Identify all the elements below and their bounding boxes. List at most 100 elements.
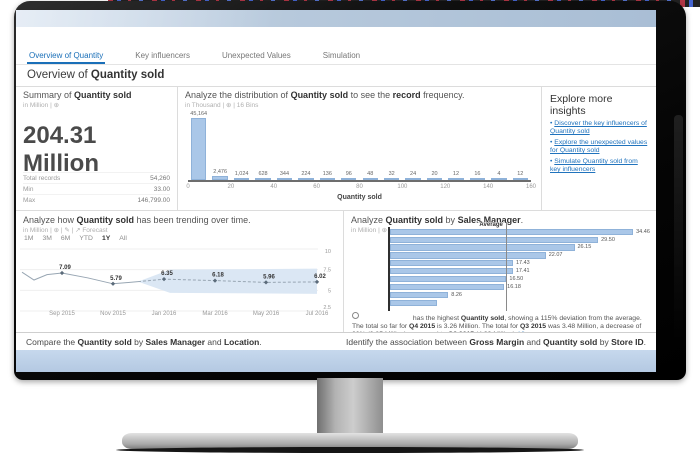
trend-x-tick: Jan 2016 <box>151 311 177 317</box>
range-button-6m[interactable]: 6M <box>60 235 71 242</box>
manager-bar[interactable] <box>390 252 546 259</box>
histogram-bar[interactable] <box>233 178 250 180</box>
association-section-title: Identify the association between Gross M… <box>346 337 647 347</box>
range-button-1y[interactable]: 1Y <box>101 235 111 242</box>
histogram-bar[interactable] <box>341 178 357 180</box>
histogram-bar[interactable] <box>191 118 207 180</box>
sales-manager-panel: Analyze Quantity sold by Sales Manager. … <box>344 211 656 338</box>
trend-x-tick: Jul 2016 <box>305 311 329 317</box>
trend-toolbar[interactable]: in Million | ⊕ | ✎ | ↗ Forecast <box>23 227 108 234</box>
range-button-ytd[interactable]: YTD <box>79 235 93 242</box>
app-header-band <box>16 10 656 27</box>
manager-bar-row <box>390 299 644 306</box>
histogram-bin[interactable]: 224 <box>295 111 316 180</box>
histogram-bin[interactable]: 344 <box>274 111 295 180</box>
histogram-bar[interactable] <box>491 178 507 180</box>
manager-bar[interactable] <box>390 299 437 306</box>
insight-link[interactable]: Discover the key influencers of Quantity… <box>550 120 647 136</box>
histogram-bin[interactable]: 628 <box>252 111 273 180</box>
histogram-bin[interactable]: 4 <box>488 111 509 180</box>
monitor-stand-base <box>122 433 578 449</box>
x-tick-label: 60 <box>313 184 320 190</box>
manager-bar[interactable] <box>390 275 507 283</box>
stat-label: Total records <box>23 174 61 182</box>
histogram-bin[interactable]: 32 <box>381 111 402 180</box>
manager-bar-value: 29.50 <box>601 236 615 243</box>
histogram-bin[interactable]: 45,164 <box>188 111 209 180</box>
histogram-bin[interactable]: 96 <box>338 111 359 180</box>
manager-bar[interactable] <box>390 228 634 235</box>
manager-bar[interactable] <box>390 244 575 251</box>
bin-value-label: 344 <box>279 171 290 177</box>
x-tick-label: 120 <box>440 184 451 190</box>
histogram-bin[interactable]: 16 <box>467 111 488 180</box>
tab-unexpected-values[interactable]: Unexpected Values <box>221 51 291 60</box>
insight-link-item: • Simulate Quantity sold from key influe… <box>550 157 638 174</box>
histogram-bin[interactable]: 136 <box>317 111 338 180</box>
sales-manager-title: Analyze Quantity sold by Sales Manager. <box>351 215 524 225</box>
manager-bar-row: 16.50 <box>390 275 644 283</box>
histogram-bin[interactable]: 20 <box>424 111 445 180</box>
histogram-bin[interactable]: 48 <box>360 111 381 180</box>
sales-manager-toolbar[interactable]: in Million | ⊕ <box>351 227 388 234</box>
summary-toolbar[interactable]: in Million | ⊕ <box>23 102 60 109</box>
manager-bar-value: 16.50 <box>509 275 524 282</box>
histogram-bar[interactable] <box>426 178 443 180</box>
manager-bar-value: 17.41 <box>515 268 530 275</box>
x-tick-label: 140 <box>483 184 494 190</box>
range-button-1m[interactable]: 1M <box>24 235 34 242</box>
histogram-bar[interactable] <box>383 178 400 180</box>
histogram-bar[interactable] <box>512 178 528 180</box>
histogram-bar[interactable] <box>212 176 228 180</box>
histogram-bar[interactable] <box>405 178 421 180</box>
insight-link[interactable]: Simulate Quantity sold from key influenc… <box>550 157 638 174</box>
manager-bar[interactable] <box>390 236 599 243</box>
svg-text:6.02: 6.02 <box>314 274 326 280</box>
summary-stat-row: Total records 54,260 <box>23 172 170 183</box>
trend-x-tick: May 2016 <box>252 311 280 317</box>
distribution-toolbar[interactable]: in Thousand | ⊕ | 16 Bins <box>185 102 259 109</box>
tab-key-influencers[interactable]: Key influencers <box>135 51 190 60</box>
trend-line-chart[interactable]: 10 7.5 5 2.5 7.09 5.79 6.35 6.18 5.96 6.02 <box>20 247 332 320</box>
range-button-all[interactable]: All <box>119 235 127 242</box>
manager-bar[interactable] <box>390 291 449 298</box>
histogram-bin[interactable]: 12 <box>510 111 531 180</box>
histogram-bar[interactable] <box>298 178 314 180</box>
histogram-bin[interactable]: 2,476 <box>209 111 230 180</box>
insight-link[interactable]: Explore the unexpected values for Quanti… <box>550 138 648 155</box>
trend-panel: Analyze how Quantity sold has been trend… <box>16 211 344 332</box>
histogram-bar[interactable] <box>362 178 378 180</box>
svg-text:7.5: 7.5 <box>323 268 331 274</box>
bin-value-label: 12 <box>517 171 524 177</box>
bin-value-label: 12 <box>452 171 460 177</box>
manager-bar[interactable] <box>390 260 513 267</box>
average-reference-line <box>505 222 507 311</box>
svg-text:7.09: 7.09 <box>59 265 71 271</box>
trend-x-tick: Nov 2015 <box>100 311 126 317</box>
histogram-bin[interactable]: 1,024 <box>231 111 252 180</box>
histogram-bar[interactable] <box>276 178 293 180</box>
manager-bar[interactable] <box>390 268 513 275</box>
histogram-bar[interactable] <box>469 178 486 180</box>
range-button-3m[interactable]: 3M <box>42 235 52 242</box>
tab-simulation[interactable]: Simulation <box>322 51 361 60</box>
title-row: Overview of Quantity sold <box>16 65 656 87</box>
tab-overview-of-quantity[interactable]: Overview of Quantity <box>27 48 106 64</box>
histogram-bar[interactable] <box>255 178 271 180</box>
trend-x-tick: Sep 2015 <box>49 311 75 317</box>
x-tick-label: 80 <box>356 184 363 190</box>
insight-link-item: • Discover the key influencers of Quanti… <box>550 120 647 136</box>
histogram-x-ticks: 0 20 40 60 80 100 120 140 160 <box>186 184 536 192</box>
bin-value-label: 1,024 <box>234 171 249 177</box>
histogram-bin[interactable]: 12 <box>445 111 466 180</box>
svg-text:5.79: 5.79 <box>110 276 122 282</box>
histogram-bar[interactable] <box>448 178 464 180</box>
svg-text:5: 5 <box>328 288 331 294</box>
histogram-bin[interactable]: 24 <box>402 111 423 180</box>
manager-bar-row: 26.15 <box>390 244 644 251</box>
summary-title: Summary of Quantity sold <box>23 90 132 100</box>
time-range-selector: 1M 3M 6M YTD 1Y All <box>24 235 127 242</box>
manager-bar[interactable] <box>390 283 505 290</box>
histogram-bar[interactable] <box>319 178 336 180</box>
manager-bar-row: 17.41 <box>390 268 644 275</box>
